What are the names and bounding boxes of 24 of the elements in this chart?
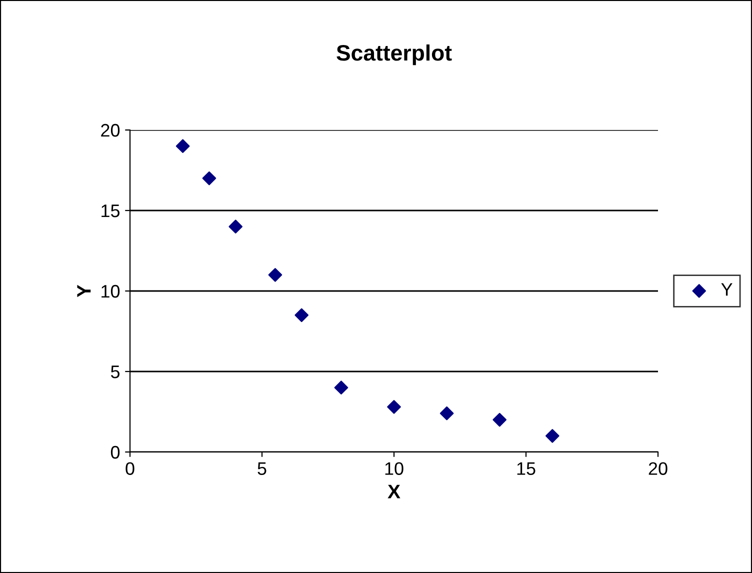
- x-tick-label: 0: [126, 462, 134, 475]
- chart-title: Scatterplot: [336, 44, 452, 66]
- y-tick-label: 0: [110, 446, 120, 459]
- y-tick-label: 20: [101, 124, 120, 137]
- y-tick-label: 5: [110, 366, 120, 378]
- y-axis-title: Y: [77, 284, 91, 298]
- point: [176, 139, 190, 154]
- point: [387, 400, 401, 414]
- point: [228, 220, 243, 234]
- x-tick-label: 15: [517, 462, 536, 475]
- point: [334, 380, 348, 395]
- legend-label: Y: [721, 283, 732, 296]
- point: [202, 171, 216, 186]
- x-tick-label: 20: [648, 462, 668, 475]
- y-tick-label: 15: [102, 204, 120, 218]
- point: [268, 268, 282, 282]
- x-tick-label: 10: [385, 462, 404, 475]
- point: [440, 406, 454, 420]
- x-tick-label: 5: [258, 462, 266, 475]
- x-axis-title: X: [388, 484, 400, 498]
- point: [492, 412, 507, 427]
- y-tick-label: 10: [102, 284, 120, 298]
- point: [294, 308, 309, 322]
- point: [545, 428, 560, 443]
